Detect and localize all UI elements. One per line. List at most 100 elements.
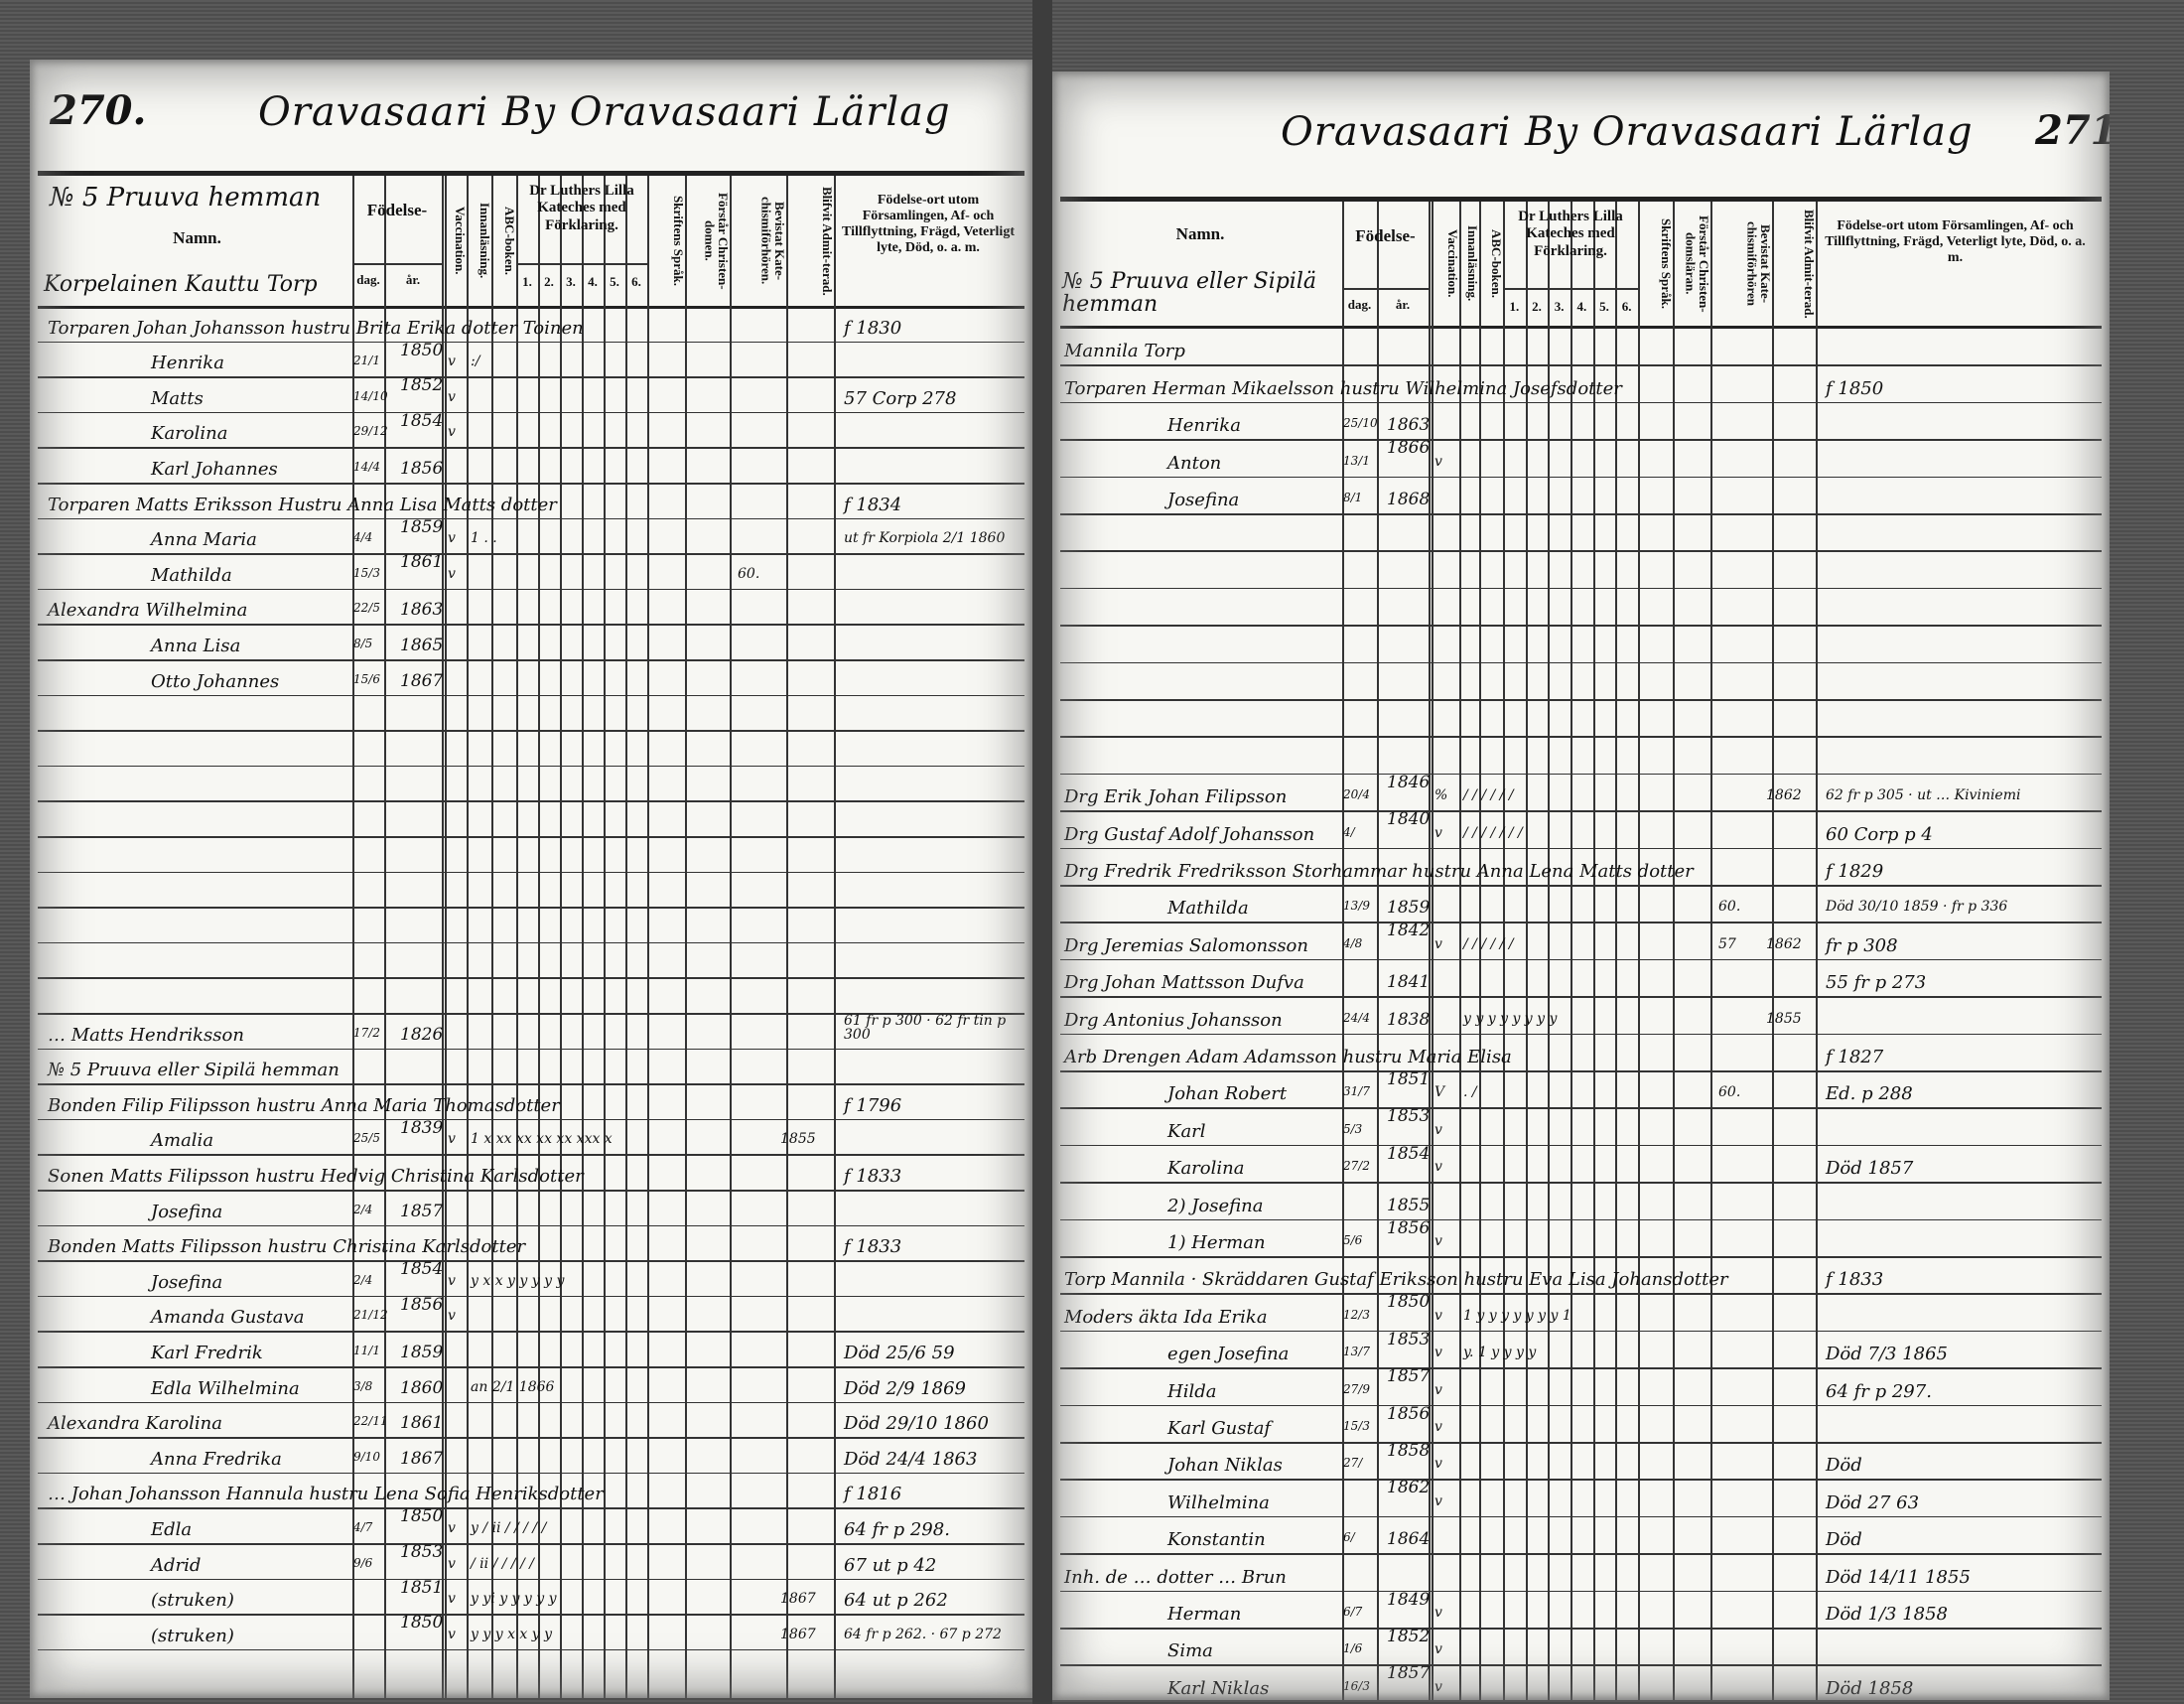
- row-rule: [38, 588, 1024, 591]
- entry-birth-day: 13/1: [1343, 453, 1370, 468]
- row-rule: [1060, 996, 2102, 998]
- entry-remark: Död 30/10 1859 · fr p 336: [1826, 899, 2008, 916]
- entry-vaccination: v: [1434, 935, 1442, 952]
- entry-name: 2) Josefina: [1167, 1195, 1264, 1216]
- row-rule: [1060, 513, 2102, 515]
- entry-reading-marks: y y y x x y y: [471, 1626, 553, 1642]
- header-bottom-rule: [38, 306, 1024, 309]
- row-rule: [1060, 661, 2102, 664]
- row-rule: [1060, 1553, 2102, 1555]
- entry-birth-day: 17/2: [353, 1025, 380, 1040]
- entry-name: Bonden Filip Filipsson hustru Anna Maria…: [48, 1094, 560, 1116]
- entry-birth-day: 27/9: [1343, 1381, 1370, 1396]
- entry-birth-day: 9/6: [353, 1555, 373, 1570]
- entry-vaccination: v: [1434, 1641, 1442, 1658]
- entry-birth-year: 1863: [400, 600, 444, 621]
- entry-admitted-year: 1867: [780, 1591, 816, 1608]
- row-rule: [38, 694, 1024, 697]
- row-rule: [1060, 810, 2102, 812]
- entry-name: Arb Drengen Adam Adamsson hustru Maria E…: [1064, 1047, 1512, 1067]
- entry-name: Karl Fredrik: [151, 1343, 263, 1363]
- entry-birth-year: 1850: [1387, 1292, 1431, 1313]
- entry-birth-year: 1841: [1387, 972, 1431, 993]
- column-rule: [1570, 202, 1572, 1700]
- header-abc-boken: ABC-boken.: [502, 207, 517, 275]
- entry-birth-year: 1856: [1387, 1403, 1431, 1424]
- row-rule: [1060, 958, 2102, 961]
- entry-name: Mannila Torp: [1064, 341, 1185, 362]
- entry-name: Drg Antonius Johansson: [1064, 1009, 1283, 1031]
- entry-reading-marks: y y y y y y y y: [1463, 1010, 1558, 1027]
- entry-remark: 61 fr p 300 · 62 fr tin p 300: [844, 1013, 1007, 1043]
- row-rule: [38, 1224, 1024, 1227]
- entry-vaccination: v: [448, 354, 456, 370]
- page-number: 271.: [2035, 107, 2110, 154]
- header-fodelse: Födelse-: [1355, 226, 1416, 245]
- entry-name: Johan Niklas: [1167, 1455, 1283, 1477]
- column-rule: [625, 176, 627, 1698]
- column-rule: [1548, 202, 1551, 1700]
- column-rule: [467, 176, 469, 1698]
- entry-remark: Död: [1826, 1455, 1862, 1477]
- entry-name: Mathilda: [151, 564, 232, 586]
- entry-vaccination: v: [1434, 1456, 1442, 1473]
- entry-name: Karl Johannes: [151, 459, 278, 480]
- row-rule: [1060, 476, 2102, 479]
- column-rule: [1673, 202, 1675, 1700]
- entry-name: Drg Jeremias Salomonsson: [1064, 934, 1308, 956]
- entry-remark: f 1833: [844, 1236, 902, 1258]
- entry-remark: f 1827: [1826, 1047, 1884, 1067]
- column-rule: [1525, 202, 1528, 1700]
- row-rule: [38, 1118, 1024, 1121]
- entry-admitted-year: 1855: [780, 1131, 816, 1148]
- entry-remark: 64 ut p 262: [844, 1590, 948, 1612]
- header-blifvit: Blifvit Admit-terad.: [1802, 209, 1817, 319]
- entry-remark: 64 fr p 297.: [1826, 1380, 1932, 1402]
- entry-birth-year: 1856: [1387, 1217, 1431, 1238]
- entry-reading-marks: 1 x xx xx xx xx xxx x: [471, 1131, 613, 1148]
- row-rule: [1060, 1628, 2102, 1630]
- entry-birth-day: 21/1: [353, 354, 380, 368]
- column-rule: [352, 176, 354, 1698]
- entry-name: Karl Gustaf: [1167, 1418, 1272, 1439]
- entry-remark: f 1796: [844, 1094, 902, 1116]
- entry-catechism-attendance: 57: [1718, 935, 1736, 952]
- row-rule: [38, 341, 1024, 344]
- row-rule: [1060, 1515, 2102, 1518]
- fodelse-divider: [1342, 288, 1429, 290]
- row-rule: [38, 730, 1024, 732]
- header-fodelse: Födelse-: [366, 201, 428, 219]
- entry-name: Moders äkta Ida Erika: [1064, 1306, 1268, 1328]
- entry-birth-day: 2/4: [353, 1272, 373, 1287]
- row-rule: [1060, 550, 2102, 552]
- entry-vaccination: v: [1434, 1419, 1442, 1435]
- entry-birth-year: 1840: [1387, 809, 1431, 830]
- row-rule: [1060, 364, 2102, 366]
- katekes-divider: [1503, 288, 1638, 290]
- column-rule: [1479, 202, 1481, 1700]
- row-rule: [38, 1366, 1024, 1368]
- entry-birth-year: 1856: [400, 1294, 444, 1315]
- header-bevistat: Bevistat Kate-chismiförhören: [1744, 221, 1773, 306]
- entry-birth-day: 13/9: [1343, 899, 1370, 914]
- entry-birth-year: 1854: [400, 410, 444, 431]
- entry-remark: f 1850: [1826, 377, 1884, 399]
- row-rule: [38, 1154, 1024, 1156]
- entry-vaccination: v: [448, 1555, 456, 1572]
- row-rule: [1060, 1256, 2102, 1258]
- header-top-rule: [1060, 197, 2102, 202]
- entry-name: Matts: [151, 387, 204, 409]
- entry-birth-year: 1865: [400, 636, 444, 655]
- entry-remark: f 1833: [844, 1166, 902, 1187]
- book-spine: [1032, 0, 1052, 1704]
- entry-birth-year: 1846: [1387, 772, 1431, 792]
- entry-birth-year: 1849: [1387, 1589, 1431, 1610]
- entry-birth-year: 1851: [400, 1577, 444, 1598]
- column-rule: [1377, 202, 1379, 1700]
- entry-birth-day: 29/12: [353, 424, 388, 439]
- entry-birth-year: 1859: [400, 1343, 444, 1362]
- entry-vaccination: v: [1434, 453, 1442, 470]
- entry-birth-day: 22/11: [353, 1414, 388, 1429]
- entry-birth-day: 16/3: [1343, 1678, 1370, 1693]
- column-rule: [1615, 202, 1618, 1700]
